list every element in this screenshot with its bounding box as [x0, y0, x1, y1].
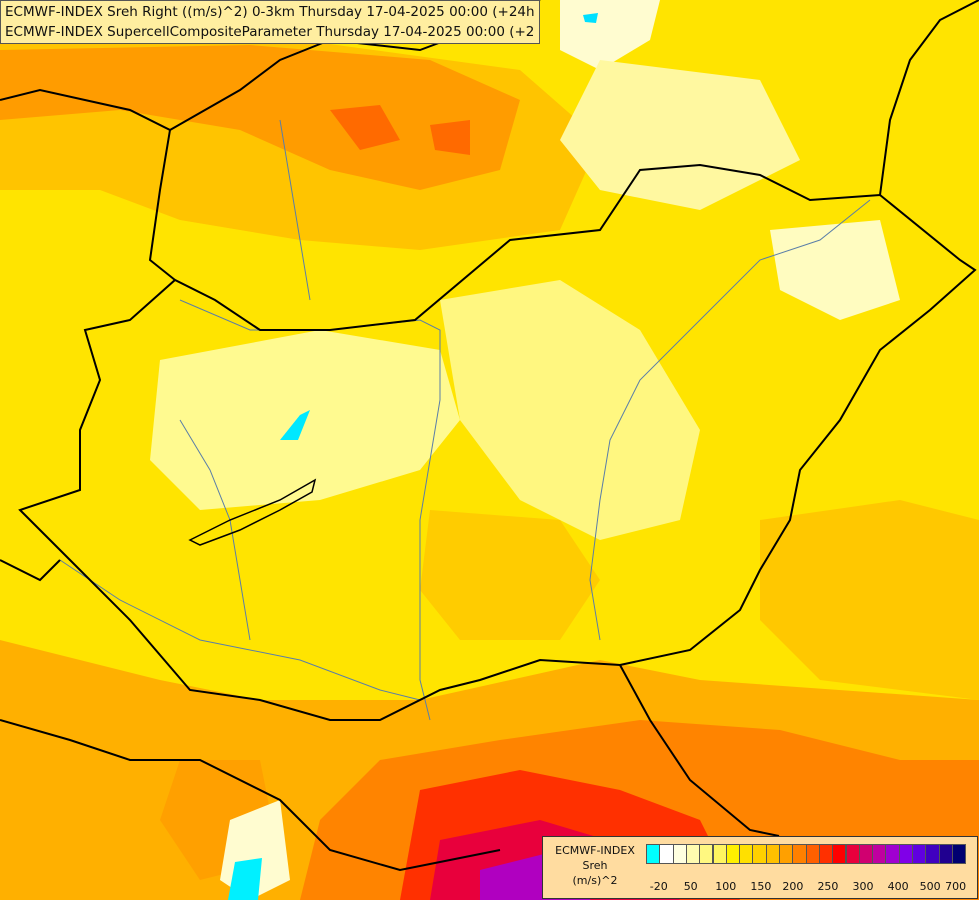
river-north	[279, 119, 311, 301]
legend-tick: 700	[945, 880, 967, 893]
legend-swatch	[712, 844, 727, 864]
legend-tick: 250	[817, 880, 839, 893]
legend-swatch	[739, 844, 754, 864]
legend-tick: -20	[649, 880, 668, 893]
field-pale-center	[440, 280, 700, 540]
legend-tick: 500	[919, 880, 941, 893]
legend-swatch	[805, 844, 820, 864]
legend-tick: 300	[852, 880, 874, 893]
legend-swatch	[925, 844, 940, 864]
field-cyan-sw	[228, 858, 262, 900]
legend-tick: 150	[750, 880, 772, 893]
legend-unit: (m/s)^2	[572, 874, 618, 887]
field-orange-center	[420, 510, 600, 640]
legend-swatch	[685, 844, 701, 864]
legend-swatch	[699, 844, 714, 864]
legend-title: ECMWF-INDEX Sreh (m/s)^2	[547, 843, 643, 888]
border-south	[0, 719, 501, 872]
legend-swatch	[752, 844, 767, 864]
field-red-patch-north-2	[430, 120, 470, 155]
map-title-sreh: ECMWF-INDEX Sreh Right ((m/s)^2) 0-3km T…	[5, 4, 535, 20]
river-tisza	[589, 199, 871, 641]
field-dark-orange-north	[0, 45, 520, 190]
legend-swatch	[912, 844, 927, 864]
legend-swatch	[765, 844, 780, 864]
field-red-patch-north	[330, 105, 400, 150]
legend-swatch	[845, 844, 860, 864]
border-south-2	[619, 664, 780, 837]
legend-swatch	[646, 844, 661, 864]
border-ne	[879, 0, 979, 196]
legend-swatch	[951, 844, 967, 864]
legend-tick: 50	[683, 880, 698, 893]
legend-source: ECMWF-INDEX	[555, 844, 635, 857]
legend-tick: 100	[715, 880, 737, 893]
legend-swatch	[858, 844, 874, 864]
field-pale-ne	[770, 220, 900, 320]
legend-swatch	[792, 844, 807, 864]
legend-swatch	[818, 844, 834, 864]
legend-swatch	[672, 844, 687, 864]
lake-balaton	[188, 478, 317, 546]
legend-swatch	[725, 844, 741, 864]
map-title-scp: ECMWF-INDEX SupercellCompositeParameter …	[5, 24, 535, 40]
border-hungary	[18, 163, 977, 721]
legend-swatch	[872, 844, 887, 864]
legend-swatch	[832, 844, 847, 864]
legend-swatch	[938, 844, 953, 864]
color-legend: ECMWF-INDEX Sreh (m/s)^2 -20 50 100 150 200 2…	[542, 836, 978, 899]
river-drava	[59, 559, 421, 701]
legend-tick: 200	[782, 880, 804, 893]
field-orange-east	[760, 500, 979, 700]
legend-swatch	[659, 844, 674, 864]
legend-swatch	[885, 844, 900, 864]
field-cyan-top	[583, 13, 598, 23]
field-cyan-lake	[280, 410, 310, 440]
legend-swatch	[898, 844, 913, 864]
border-sw	[0, 559, 61, 582]
legend-swatch	[779, 844, 794, 864]
map-header: ECMWF-INDEX Sreh Right ((m/s)^2) 0-3km T…	[0, 0, 540, 44]
legend-variable: Sreh	[582, 859, 608, 872]
legend-tick: 400	[887, 880, 909, 893]
